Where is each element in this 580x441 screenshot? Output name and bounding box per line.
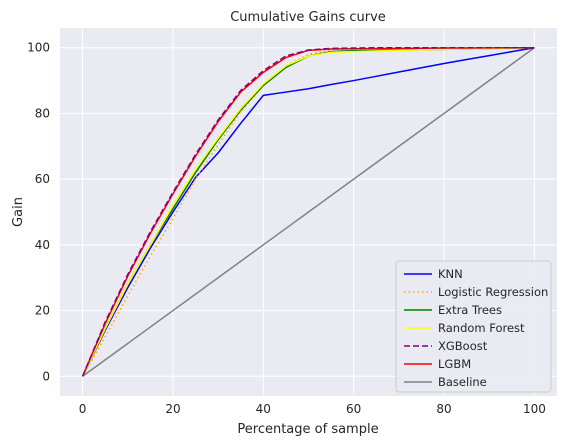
x-tick-label: 60 [346,402,361,416]
series-line-random-forest [81,46,535,377]
legend-label-extra-trees: Extra Trees [438,303,502,317]
legend-label-logistic-regression: Logistic Regression [438,285,548,299]
legend: KNN Logistic Regression Extra Trees Random … [395,260,552,393]
x-tick-label: 20 [165,402,180,416]
legend-label-random-forest: Random Forest [438,321,525,335]
series-line-baseline [82,47,535,377]
chart-title: Cumulative Gains curve [230,10,386,25]
y-axis-title: Gain [11,197,26,227]
x-tick-label: 100 [523,402,546,416]
legend-items: KNN Logistic Regression Extra Trees Random … [404,267,548,389]
legend-box [395,260,552,393]
series-lines [81,46,535,377]
legend-label-xgboost: XGBoost [438,339,488,353]
y-tick-label: 60 [35,172,50,186]
y-tick-label: 0 [42,369,50,383]
x-tick-label: 80 [436,402,451,416]
x-axis-title: Percentage of sample [237,422,378,437]
y-tick-label: 20 [35,304,50,318]
legend-label-knn: KNN [438,267,463,281]
y-tick-labels: 0 20 40 60 80 100 [27,41,50,384]
y-tick-label: 100 [27,41,50,55]
series-line-xgboost [81,46,535,377]
x-tick-label: 0 [79,402,87,416]
y-tick-label: 40 [35,238,50,252]
y-tick-label: 80 [35,106,50,120]
x-tick-labels: 0 20 40 60 80 100 [79,402,546,416]
x-tick-label: 40 [256,402,271,416]
legend-label-lgbm: LGBM [438,357,471,371]
series-line-knn [81,46,535,377]
legend-label-baseline: Baseline [438,375,487,389]
